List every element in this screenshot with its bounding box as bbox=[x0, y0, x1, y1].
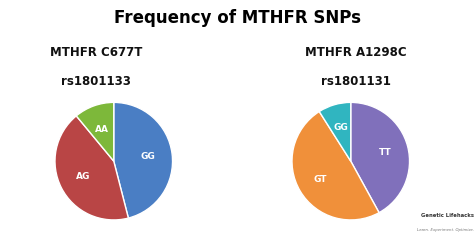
Text: TT: TT bbox=[379, 148, 392, 157]
Wedge shape bbox=[55, 116, 128, 220]
Text: rs1801133: rs1801133 bbox=[61, 75, 131, 88]
Wedge shape bbox=[114, 102, 173, 218]
Wedge shape bbox=[351, 102, 410, 213]
Text: Frequency of MTHFR SNPs: Frequency of MTHFR SNPs bbox=[113, 9, 361, 27]
Text: AA: AA bbox=[95, 125, 109, 134]
Text: GG: GG bbox=[334, 123, 348, 132]
Text: MTHFR C677T: MTHFR C677T bbox=[50, 46, 143, 59]
Text: GT: GT bbox=[314, 175, 327, 184]
Wedge shape bbox=[76, 102, 114, 161]
Wedge shape bbox=[319, 102, 351, 161]
Text: Genetic Lifehacks: Genetic Lifehacks bbox=[421, 213, 474, 218]
Text: MTHFR A1298C: MTHFR A1298C bbox=[305, 46, 406, 59]
Text: AG: AG bbox=[76, 172, 91, 181]
Wedge shape bbox=[292, 112, 379, 220]
Text: GG: GG bbox=[140, 152, 155, 161]
Text: Learn. Experiment. Optimize.: Learn. Experiment. Optimize. bbox=[417, 228, 474, 232]
Text: rs1801131: rs1801131 bbox=[320, 75, 391, 88]
